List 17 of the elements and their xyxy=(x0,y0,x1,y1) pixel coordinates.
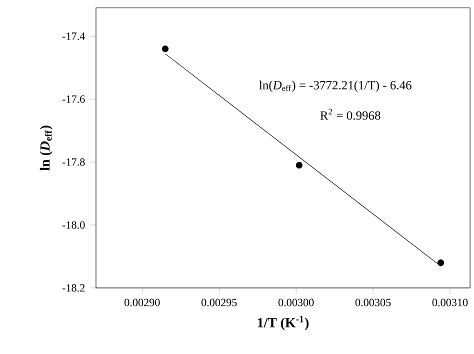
y-axis-title: ln (D$_{eff}$) xyxy=(40,126,52,171)
point xyxy=(296,162,303,169)
y-tick-label: -18.0 xyxy=(62,221,85,229)
point xyxy=(162,46,169,52)
y-tick-label: -18.2 xyxy=(62,284,85,292)
x-tick-label: 0.00305 xyxy=(355,298,391,306)
x-axis-title: 1/T (K$^{-1}$) xyxy=(258,316,309,330)
y-tick-label: -17.6 xyxy=(62,95,85,103)
point xyxy=(437,259,444,266)
y-tick-label: -17.4 xyxy=(62,32,85,40)
y-tick-label: -17.8 xyxy=(62,158,85,166)
x-tick-label: 0.00310 xyxy=(432,298,468,306)
x-tick-label: 0.00295 xyxy=(202,298,237,306)
x-tick-label: 0.00300 xyxy=(278,298,314,306)
annotation: ln(D$_{eff}$) = -3772.21(1/T) - 6.46 xyxy=(259,80,412,92)
annotation: R$^{2}$ = 0.9968 xyxy=(320,108,380,120)
x-tick-label: 0.00290 xyxy=(124,298,160,306)
